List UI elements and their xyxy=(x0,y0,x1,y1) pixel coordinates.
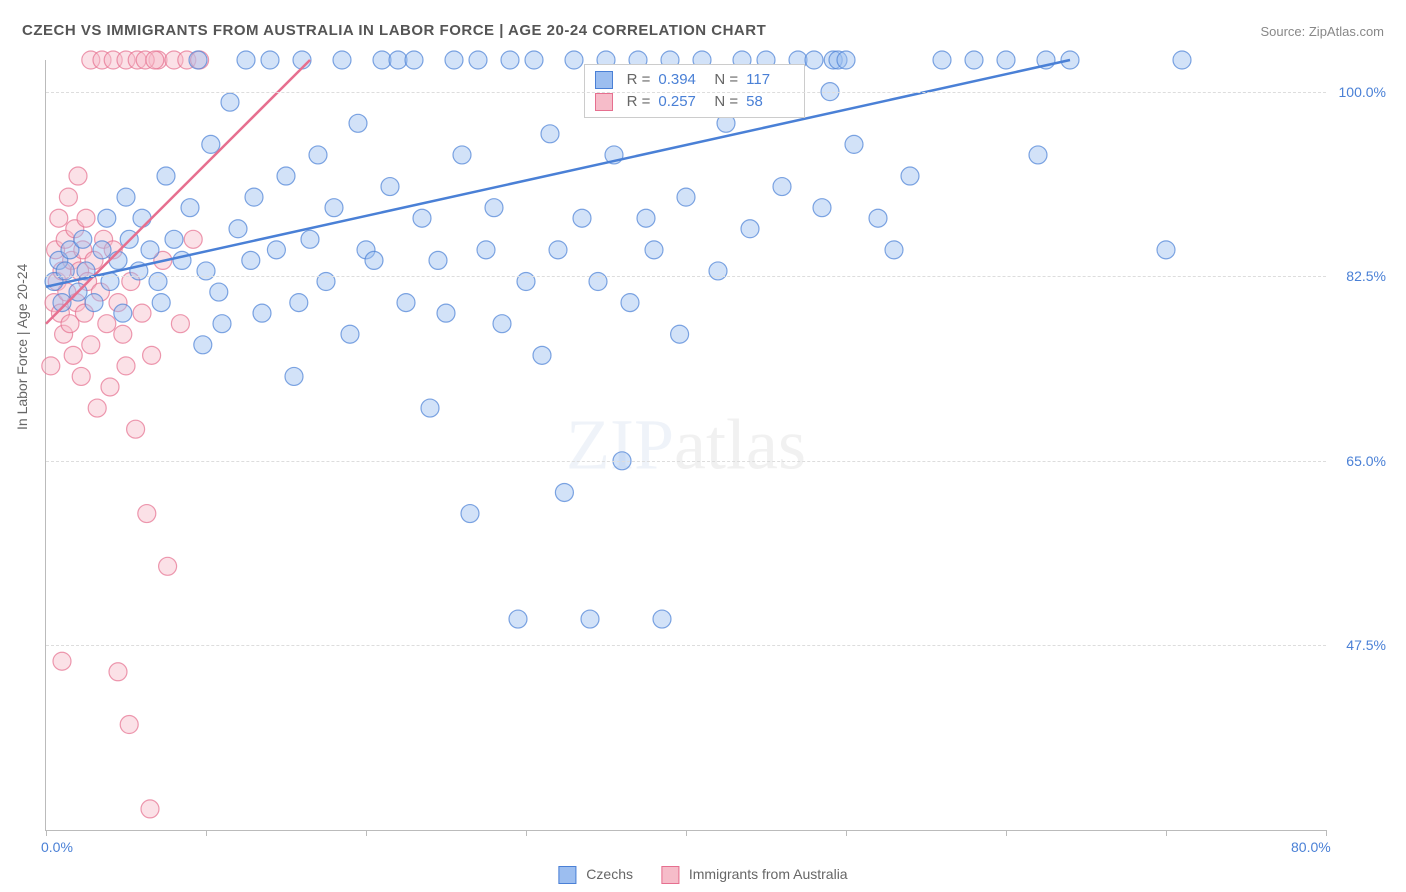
source-label: Source: ZipAtlas.com xyxy=(1260,24,1384,39)
y-tick-label: 100.0% xyxy=(1331,84,1386,100)
stats-swatch-1 xyxy=(595,71,613,89)
y-tick-label: 47.5% xyxy=(1331,637,1386,653)
stats-row-2: R = 0.257 N = 58 xyxy=(595,91,795,113)
stats-swatch-2 xyxy=(595,93,613,111)
legend-item-2: Immigrants from Australia xyxy=(661,866,848,884)
legend-item-1: Czechs xyxy=(558,866,633,884)
y-axis-title: In Labor Force | Age 20-24 xyxy=(14,264,30,430)
legend-swatch-2 xyxy=(661,866,679,884)
x-min-label: 0.0% xyxy=(41,839,73,855)
scatter-svg xyxy=(46,60,1326,830)
y-tick-label: 65.0% xyxy=(1331,453,1386,469)
chart-title: CZECH VS IMMIGRANTS FROM AUSTRALIA IN LA… xyxy=(22,22,766,39)
plot-area: ZIPatlas R = 0.394 N = 117 R = 0.257 N =… xyxy=(45,60,1326,831)
x-max-label: 80.0% xyxy=(1291,839,1331,855)
legend: Czechs Immigrants from Australia xyxy=(558,866,847,884)
stats-row-1: R = 0.394 N = 117 xyxy=(595,69,795,91)
y-tick-label: 82.5% xyxy=(1331,268,1386,284)
legend-swatch-1 xyxy=(558,866,576,884)
